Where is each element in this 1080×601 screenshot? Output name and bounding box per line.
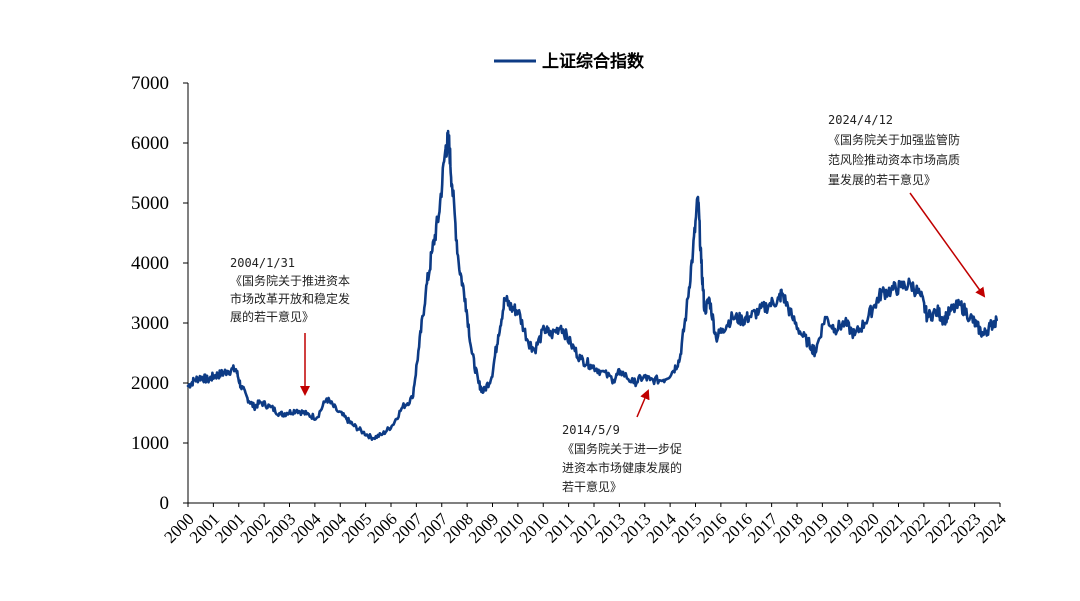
annotation-2024-date: 2024/4/12: [828, 113, 893, 127]
annotation-2014-line-2: 进资本市场健康发展的: [562, 460, 682, 475]
y-axis-ticks: 0 1000 2000 3000 4000 5000 6000 7000: [131, 73, 188, 514]
annotation-2004-line-2: 市场改革开放和稳定发: [230, 291, 350, 306]
annotation-2004: 2004/1/31 《国务院关于推进资本 市场改革开放和稳定发 展的若干意见》: [230, 256, 350, 396]
annotation-2004-date: 2004/1/31: [230, 256, 295, 270]
annotation-2024-line-1: 《国务院关于加强监管防: [828, 132, 960, 147]
x-tick-label: 2024: [972, 509, 1010, 547]
annotation-2024-line-2: 范风险推动资本市场高质: [828, 152, 960, 167]
y-tick-label: 1000: [131, 433, 169, 454]
series-line-shanghai-composite: [186, 129, 998, 441]
y-tick-label: 3000: [131, 313, 169, 334]
annotation-2014-arrow: [636, 389, 650, 418]
y-tick-label: 0: [160, 493, 170, 514]
y-tick-label: 6000: [131, 133, 169, 154]
annotation-2014-line-1: 《国务院关于进一步促: [562, 441, 682, 456]
annotation-2014-date: 2014/5/9: [562, 423, 620, 437]
annotation-2004-line-1: 《国务院关于推进资本: [230, 273, 350, 288]
annotation-2014: 2014/5/9 《国务院关于进一步促 进资本市场健康发展的 若干意见》: [562, 389, 682, 494]
annotation-2024: 2024/4/12 《国务院关于加强监管防 范风险推动资本市场高质 量发展的若干…: [828, 113, 986, 298]
legend-label: 上证综合指数: [542, 51, 645, 72]
y-tick-label: 7000: [131, 73, 169, 94]
y-tick-label: 2000: [131, 373, 169, 394]
annotation-2004-line-3: 展的若干意见》: [230, 309, 314, 324]
x-axis-ticks: 2000200120012002200320042004200520062007…: [160, 503, 1010, 547]
annotation-2024-arrow: [909, 192, 986, 298]
annotation-2024-line-3: 量发展的若干意见》: [828, 172, 936, 187]
y-tick-label: 4000: [131, 253, 169, 274]
annotation-2014-line-3: 若干意见》: [562, 479, 622, 494]
legend: 上证综合指数: [494, 51, 645, 72]
y-tick-label: 5000: [131, 193, 169, 214]
